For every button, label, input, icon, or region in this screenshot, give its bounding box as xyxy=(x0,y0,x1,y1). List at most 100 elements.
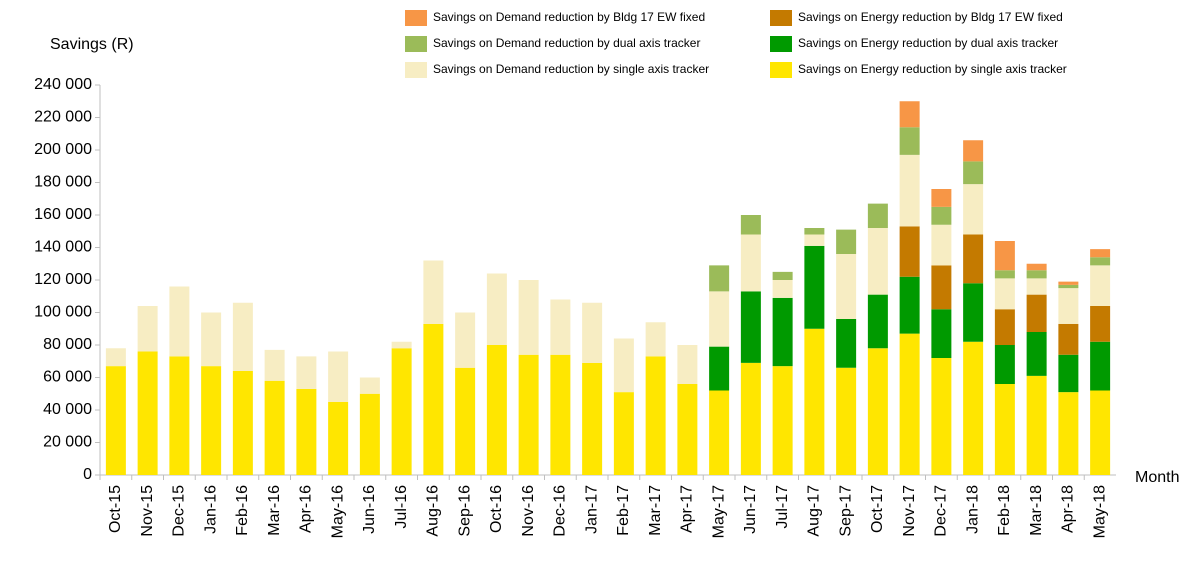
bar-segment xyxy=(931,189,952,207)
x-tick-label: Nov-16 xyxy=(520,485,537,537)
bar-segment xyxy=(486,345,507,475)
bar-segment xyxy=(645,356,666,475)
x-tick-label: Sep-16 xyxy=(456,485,473,537)
y-tick-label: 140 000 xyxy=(34,239,92,256)
bar-segment xyxy=(740,291,761,363)
bar-segment xyxy=(1090,249,1111,258)
bar-segment xyxy=(1058,392,1079,475)
bar-segment xyxy=(550,299,571,355)
bar-segment xyxy=(867,294,888,349)
legend-label: Savings on Demand reduction by single ax… xyxy=(433,62,709,76)
bar-segment xyxy=(931,224,952,266)
bar-segment xyxy=(867,348,888,475)
y-axis-title: Savings (R) xyxy=(50,36,134,53)
y-tick-label: 60 000 xyxy=(43,369,92,386)
bar-segment xyxy=(899,154,920,227)
y-tick-label: 220 000 xyxy=(34,109,92,126)
bar-segment xyxy=(994,270,1015,279)
x-tick-label: May-17 xyxy=(710,485,727,538)
bar-segment xyxy=(931,309,952,358)
bar-segment xyxy=(709,390,730,475)
bar-segment xyxy=(137,306,158,352)
bar-segment xyxy=(931,206,952,225)
bar-segment xyxy=(677,345,698,384)
x-tick-label: Aug-17 xyxy=(806,485,823,537)
bar-segment xyxy=(169,286,190,357)
bar-segment xyxy=(709,346,730,391)
bar-segment xyxy=(931,358,952,475)
bar-segment xyxy=(836,229,857,254)
bar-segment xyxy=(836,254,857,319)
bar-segment xyxy=(899,101,920,128)
x-tick-label: Oct-16 xyxy=(488,485,505,533)
bar-segment xyxy=(359,393,380,475)
legend-label: Savings on Demand reduction by Bldg 17 E… xyxy=(433,10,705,24)
bar-segment xyxy=(740,362,761,475)
bar-segment xyxy=(1090,265,1111,306)
bar-segment xyxy=(1026,294,1047,332)
bar-segment xyxy=(994,309,1015,345)
bar-segment xyxy=(645,322,666,357)
bar-segment xyxy=(1026,278,1047,295)
legend-label: Savings on Energy reduction by dual axis… xyxy=(798,36,1058,50)
bar-segment xyxy=(1058,354,1079,393)
bar-segment xyxy=(994,241,1015,271)
bar-segment xyxy=(963,184,984,235)
bar-segment xyxy=(518,280,539,355)
x-tick-label: Dec-15 xyxy=(171,485,188,537)
y-tick-label: 200 000 xyxy=(34,141,92,158)
bar-segment xyxy=(804,328,825,475)
bar-segment xyxy=(328,351,349,402)
y-tick-label: 120 000 xyxy=(34,271,92,288)
bar-segment xyxy=(772,280,793,298)
bar-segment xyxy=(1026,375,1047,475)
bar-segment xyxy=(804,245,825,329)
bar-segment xyxy=(709,265,730,292)
x-tick-label: Sep-17 xyxy=(837,485,854,537)
bar-segment xyxy=(1058,323,1079,355)
bar-segment xyxy=(1058,288,1079,324)
bar-segment xyxy=(613,392,634,475)
bar-segment xyxy=(201,366,222,475)
bar-segment xyxy=(201,312,222,367)
bar-segment xyxy=(677,384,698,475)
bar-segment xyxy=(1026,270,1047,279)
bar-segment xyxy=(899,127,920,155)
bar-segment xyxy=(1058,281,1079,285)
x-tick-label: Feb-17 xyxy=(615,485,632,536)
legend-swatch xyxy=(770,62,792,78)
x-tick-label: Jan-18 xyxy=(964,485,981,534)
bar-segment xyxy=(423,323,444,475)
bar-segment xyxy=(1058,284,1079,289)
x-tick-label: Jun-16 xyxy=(361,485,378,534)
x-tick-label: Mar-16 xyxy=(266,485,283,536)
bar-segment xyxy=(359,377,380,394)
bar-segment xyxy=(963,140,984,162)
x-tick-label: Feb-16 xyxy=(234,485,251,536)
bar-segment xyxy=(740,234,761,292)
bar-segment xyxy=(105,348,126,367)
x-tick-label: Apr-17 xyxy=(679,485,696,533)
bar-segment xyxy=(836,319,857,368)
bar-segment xyxy=(1090,306,1111,342)
bar-segment xyxy=(931,265,952,310)
x-tick-label: Nov-17 xyxy=(901,485,918,537)
bar-segment xyxy=(899,276,920,334)
y-tick-label: 160 000 xyxy=(34,206,92,223)
bar-segment xyxy=(804,234,825,246)
y-tick-label: 40 000 xyxy=(43,401,92,418)
bar-segment xyxy=(994,278,1015,310)
bar-segment xyxy=(899,226,920,277)
x-tick-label: Aug-16 xyxy=(425,485,442,537)
bar-segment xyxy=(772,366,793,475)
bar-segment xyxy=(232,302,253,371)
legend-swatch xyxy=(405,62,427,78)
bar-segment xyxy=(455,367,476,475)
legend-swatch xyxy=(770,36,792,52)
y-tick-label: 20 000 xyxy=(43,434,92,451)
bar-segment xyxy=(582,362,603,475)
x-tick-label: Apr-18 xyxy=(1060,485,1077,533)
x-tick-label: Apr-16 xyxy=(298,485,315,533)
bar-segment xyxy=(137,351,158,475)
bar-segment xyxy=(232,371,253,475)
